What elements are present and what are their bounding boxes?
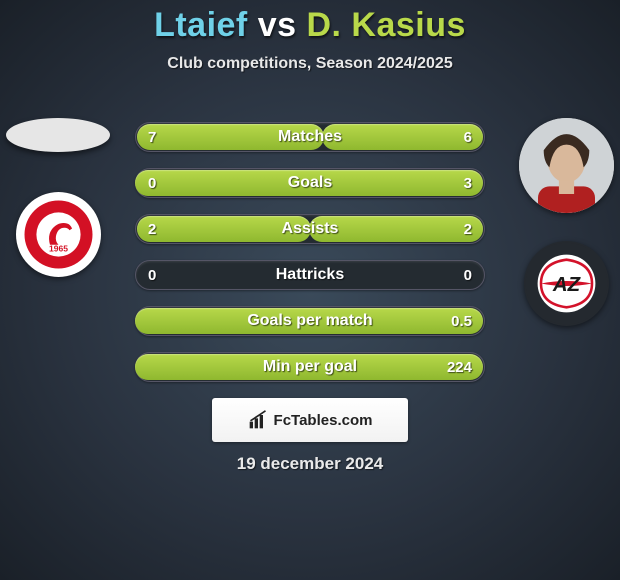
club-badge-twente: 1965 <box>16 192 101 277</box>
svg-text:1965: 1965 <box>49 244 68 254</box>
right-column: AZ <box>516 118 616 326</box>
stat-label: Goals per match <box>192 312 428 330</box>
stat-value-right: 224 <box>428 359 484 376</box>
stat-label: Goals <box>192 174 428 192</box>
stat-value-left: 0 <box>136 267 192 284</box>
vs-text: vs <box>258 6 297 44</box>
twente-crest-icon: 1965 <box>16 192 101 277</box>
stat-value-right: 2 <box>428 221 484 238</box>
stat-label: Hattricks <box>192 266 428 284</box>
stat-row: 0Goals3 <box>135 168 485 198</box>
stat-label: Assists <box>192 220 428 238</box>
stat-row: 7Matches6 <box>135 122 485 152</box>
club-badge-az: AZ <box>524 241 609 326</box>
player2-name: D. Kasius <box>306 6 465 44</box>
brand-text: FcTables.com <box>274 412 373 429</box>
page-title: Ltaief vs D. Kasius <box>0 0 620 45</box>
stat-value-right: 3 <box>428 175 484 192</box>
stat-row: Goals per match0.5 <box>135 306 485 336</box>
subtitle: Club competitions, Season 2024/2025 <box>0 55 620 73</box>
stat-row: 2Assists2 <box>135 214 485 244</box>
stat-label: Min per goal <box>192 358 428 376</box>
stat-row: Min per goal224 <box>135 352 485 382</box>
content-root: Ltaief vs D. Kasius Club competitions, S… <box>0 0 620 580</box>
stats-container: 7Matches60Goals32Assists20Hattricks0Goal… <box>135 122 485 382</box>
stat-label: Matches <box>192 128 428 146</box>
player1-name: Ltaief <box>154 6 248 44</box>
stat-value-left: 0 <box>136 175 192 192</box>
left-column: 1965 <box>8 118 108 277</box>
stat-value-left: 7 <box>136 129 192 146</box>
stat-value-right: 6 <box>428 129 484 146</box>
player1-avatar <box>6 118 110 152</box>
stat-value-left: 2 <box>136 221 192 238</box>
fctables-logo-icon <box>248 410 268 430</box>
player2-avatar <box>519 118 614 213</box>
brand-badge[interactable]: FcTables.com <box>212 398 408 442</box>
stat-value-right: 0 <box>428 267 484 284</box>
az-crest-icon: AZ <box>524 241 609 326</box>
stat-row: 0Hattricks0 <box>135 260 485 290</box>
stat-value-right: 0.5 <box>428 313 484 330</box>
date-text: 19 december 2024 <box>237 454 384 474</box>
svg-text:AZ: AZ <box>551 274 581 296</box>
player2-avatar-icon <box>519 118 614 213</box>
